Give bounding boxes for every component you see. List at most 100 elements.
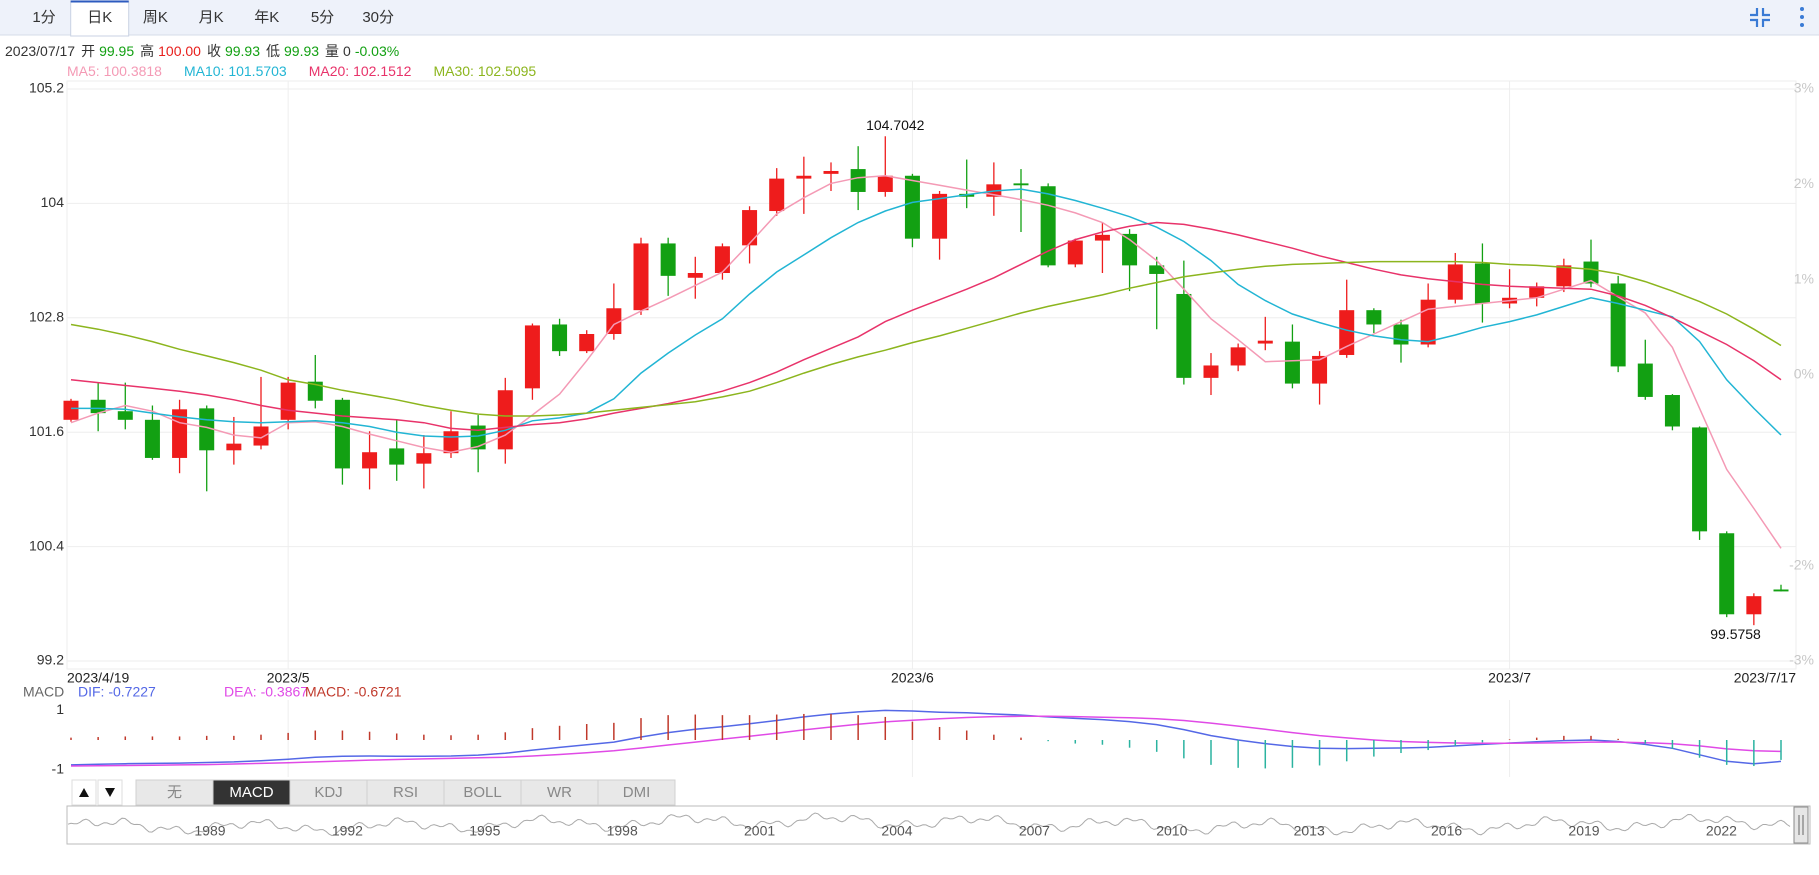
candle-body	[714, 246, 730, 273]
up-arrow-icon[interactable]	[79, 788, 89, 797]
down-arrow-icon[interactable]	[105, 788, 115, 797]
macd-bar	[1508, 739, 1511, 740]
navigator-year: 2022	[1706, 823, 1737, 839]
candle-body	[1366, 310, 1382, 325]
candle-body	[606, 308, 622, 335]
macd-bar	[341, 730, 344, 740]
period-tab[interactable]: 日K	[87, 9, 112, 26]
candle-body	[850, 169, 866, 192]
macd-bar	[395, 733, 398, 740]
navigator-year: 2004	[881, 823, 912, 839]
indicator-tab-label[interactable]: MACD	[229, 784, 273, 801]
macd-bar	[368, 731, 371, 740]
legend-entry: MA5: 100.3818	[67, 63, 162, 79]
navigator-year: 1998	[607, 823, 638, 839]
period-tab[interactable]: 月K	[199, 9, 224, 26]
macd-bar	[667, 715, 669, 740]
macd-legend-entry: MACD: -0.6721	[305, 684, 402, 700]
collapse-icon[interactable]	[1750, 8, 1770, 27]
candle-body	[1203, 365, 1219, 378]
menu-icon[interactable]	[1800, 7, 1804, 27]
macd-bar	[233, 735, 235, 740]
candle-body	[90, 399, 106, 414]
navigator-year: 2001	[744, 823, 775, 839]
candle-body	[1122, 233, 1138, 266]
menu-dot[interactable]	[1800, 15, 1804, 19]
macd-bar	[721, 715, 724, 740]
indicator-tab[interactable]	[366, 779, 445, 806]
indicator-tab-label[interactable]: DMI	[623, 784, 651, 801]
period-tab[interactable]: 1分	[32, 9, 55, 26]
indicator-tab[interactable]	[212, 779, 291, 806]
indicator-tab[interactable]	[597, 779, 676, 806]
period-tab[interactable]: 周K	[143, 9, 168, 26]
macd-bar	[423, 734, 425, 740]
y-tick-label: 101.6	[29, 423, 64, 439]
macd-bar	[1427, 740, 1429, 751]
quote-line: 2023/07/17 开 99.95 高 100.00 收 99.93 低 99.93 量 0 -0.…	[5, 43, 399, 59]
candle-body	[633, 243, 649, 311]
quote-field-label: 高	[140, 43, 154, 59]
macd-bar	[558, 725, 561, 740]
macd-bar	[965, 730, 968, 740]
macd-bar	[1020, 737, 1022, 740]
candle-body	[1692, 427, 1708, 532]
macd-bar	[477, 734, 479, 740]
ma-legend: MA5: 100.3818 MA10: 101.5703 MA20: 102.151…	[67, 63, 536, 79]
candle-body	[1257, 340, 1273, 344]
y2-tick-label: 2%	[1794, 175, 1814, 191]
candle-body	[253, 426, 269, 446]
menu-dot[interactable]	[1800, 23, 1804, 27]
y2-tick-label: -3%	[1789, 652, 1814, 668]
macd-bar	[938, 726, 941, 740]
candle-body	[144, 419, 160, 458]
candle-body	[443, 431, 459, 454]
min-label: 99.5758	[1710, 626, 1761, 642]
indicator-tab-label[interactable]: BOLL	[463, 784, 501, 801]
navigator-frame	[66, 805, 1811, 845]
candle-body	[117, 411, 133, 420]
macd-bar	[124, 736, 127, 740]
macd-bar	[1698, 740, 1701, 758]
y2-tick-label: -2%	[1789, 556, 1814, 572]
menu-dot[interactable]	[1800, 7, 1804, 11]
period-tab[interactable]: 年K	[254, 9, 279, 26]
indicator-tab-label[interactable]: RSI	[393, 784, 418, 801]
navigator-year: 2010	[1156, 823, 1187, 839]
macd-bar	[178, 736, 181, 740]
navigator-year: 2007	[1019, 823, 1050, 839]
indicator-tab-label[interactable]: 无	[167, 784, 182, 801]
period-tab[interactable]: 5分	[311, 9, 334, 26]
period-tab[interactable]: 30分	[362, 9, 394, 26]
macd-bar	[1671, 740, 1674, 749]
macd-bar	[287, 732, 289, 740]
navigator-year: 2016	[1431, 823, 1462, 839]
navigator-year: 2013	[1294, 823, 1325, 839]
y-tick-label: 104	[41, 194, 65, 210]
macd-bar	[1074, 740, 1077, 744]
quote-field-label: 量	[325, 43, 339, 59]
indicator-tab-label[interactable]: WR	[547, 784, 572, 801]
y2-tick-label: 3%	[1794, 80, 1814, 96]
indicator-tab-label[interactable]: KDJ	[314, 784, 342, 801]
macd-bar	[694, 714, 697, 740]
indicator-tab[interactable]	[289, 779, 368, 806]
y-tick-label: 99.2	[37, 652, 64, 668]
x-tick-label: 2023/7/17	[1734, 670, 1796, 686]
legend-entry: MA20: 102.1512	[309, 63, 412, 79]
indicator-tab[interactable]	[443, 779, 522, 806]
navigator-handle[interactable]	[1793, 806, 1809, 844]
macd-bar	[775, 714, 778, 740]
candle-body	[1556, 265, 1572, 287]
candle-body	[1013, 183, 1029, 186]
candle-body	[1284, 341, 1300, 384]
quote-field-label: 收	[207, 43, 221, 59]
macd-bar	[911, 721, 914, 740]
indicator-tab[interactable]	[135, 779, 214, 806]
plot-frame	[66, 80, 1797, 670]
navigator-year: 1992	[332, 823, 363, 839]
collapse-glyph[interactable]	[1750, 8, 1770, 27]
macd-bar	[993, 734, 995, 740]
candle-body	[742, 210, 758, 246]
candle-body	[823, 170, 839, 174]
